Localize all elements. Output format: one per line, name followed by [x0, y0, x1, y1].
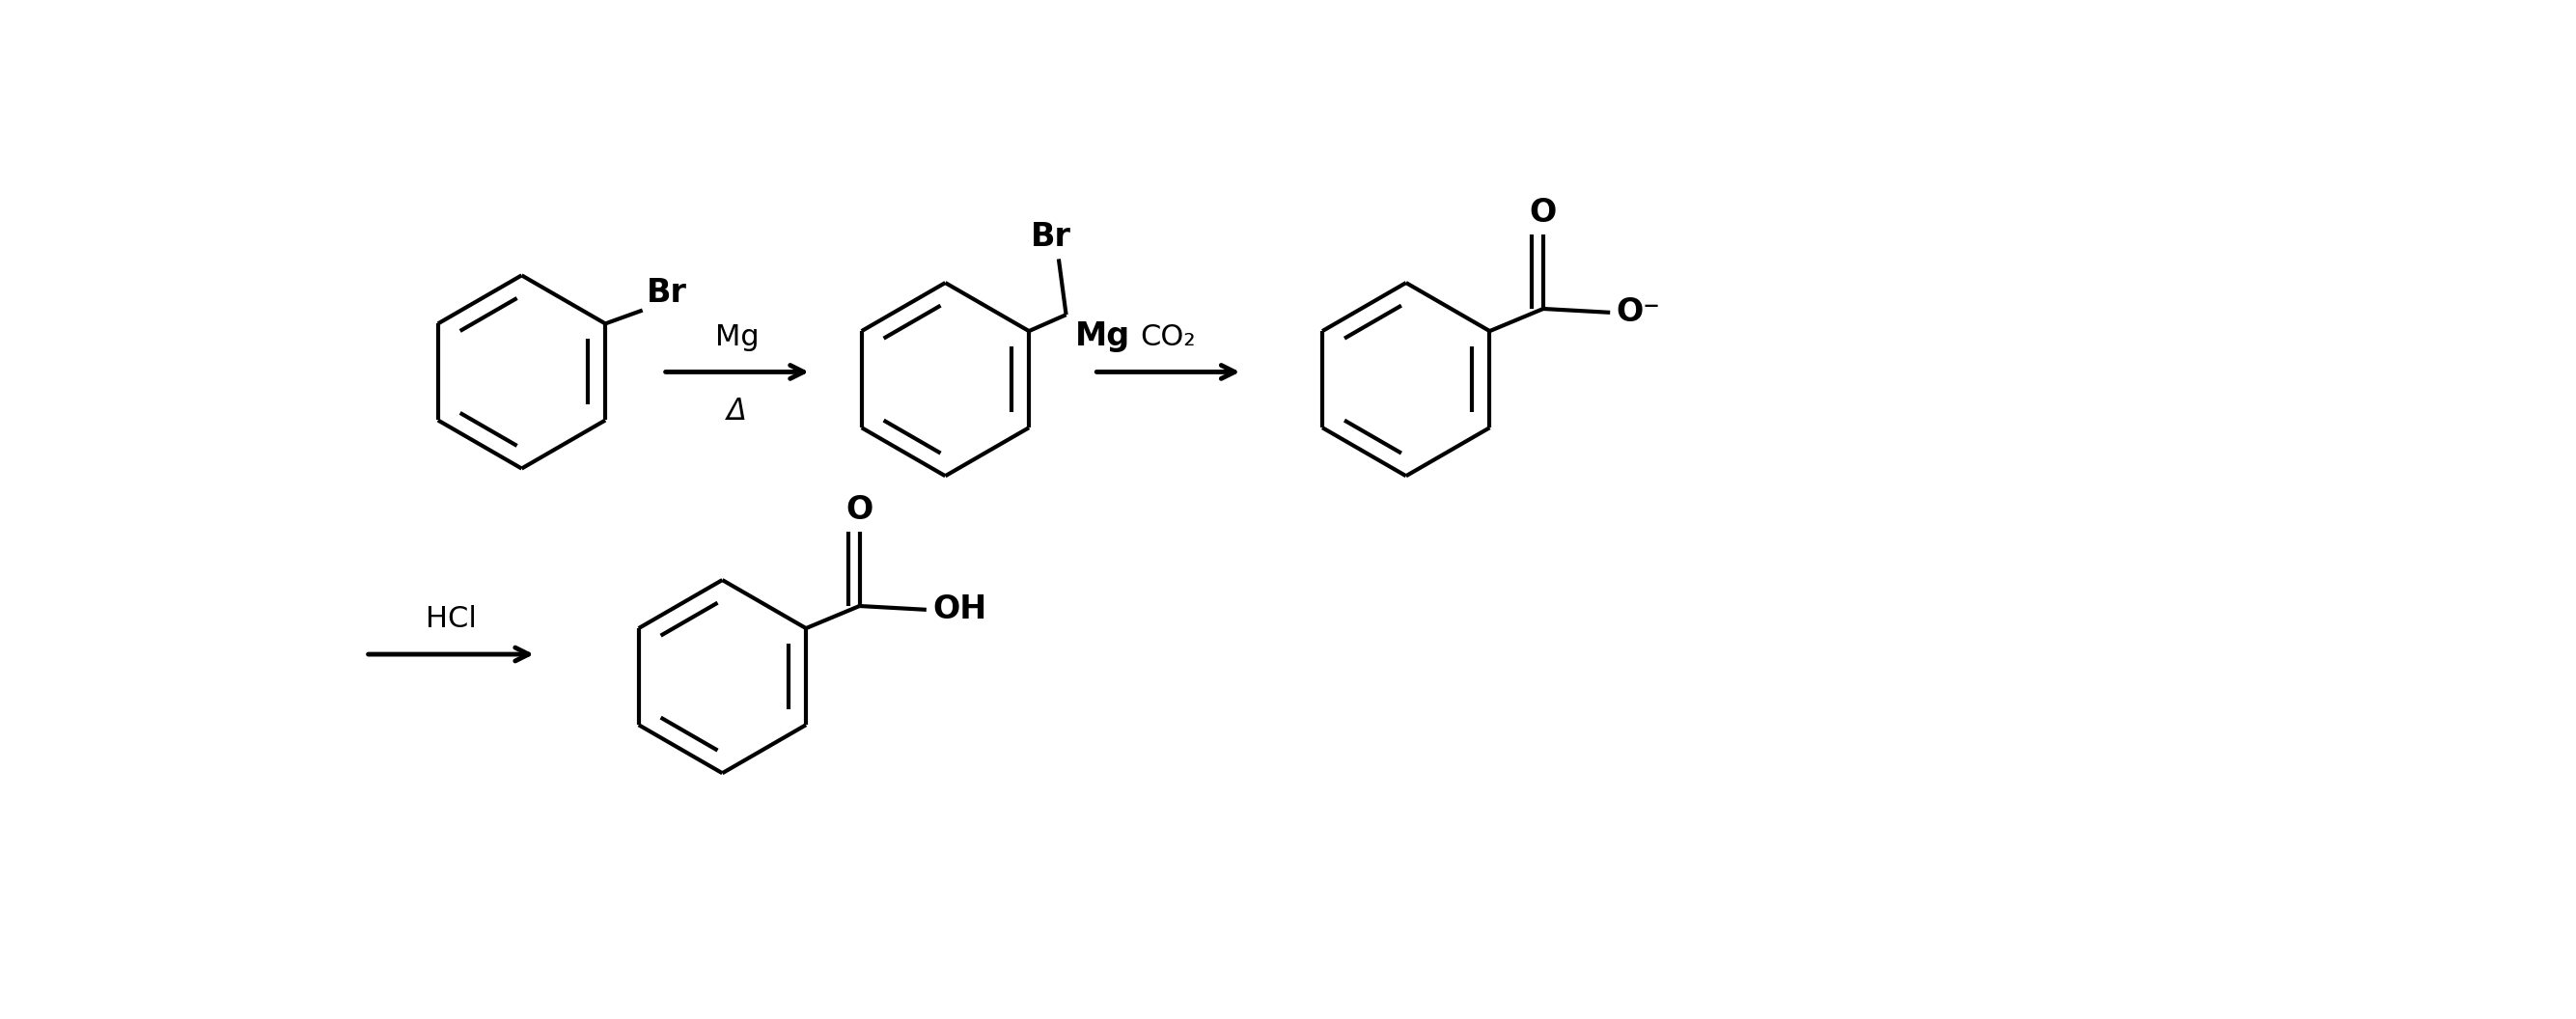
Text: O: O: [1530, 197, 1556, 228]
Text: Br: Br: [1030, 221, 1072, 253]
Text: Mg: Mg: [716, 323, 760, 352]
Text: Br: Br: [647, 277, 688, 309]
Text: O: O: [845, 494, 873, 526]
Text: O⁻: O⁻: [1615, 297, 1662, 328]
Text: Δ: Δ: [726, 398, 747, 426]
Text: OH: OH: [933, 594, 987, 626]
Text: HCl: HCl: [425, 605, 477, 634]
Text: Mg: Mg: [1074, 321, 1131, 353]
Text: CO₂: CO₂: [1141, 323, 1195, 352]
